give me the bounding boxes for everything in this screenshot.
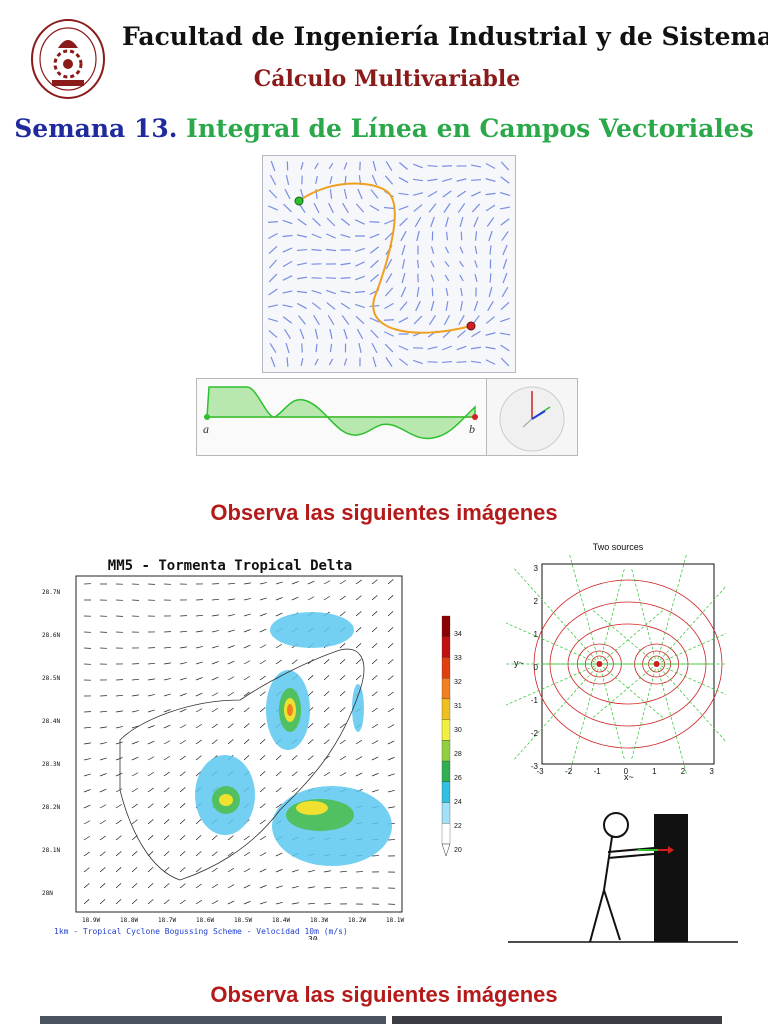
section-heading-2: Observa las siguientes imágenes: [210, 982, 558, 1007]
storm-lat-label: 28.7N: [42, 589, 60, 596]
storm-lon-label: 18.2W: [348, 917, 366, 924]
storm-lon-label: 18.1W: [386, 917, 404, 924]
two-sources-xtick: -2: [565, 767, 573, 776]
storm-lon-label: 18.7W: [158, 917, 176, 924]
two-sources-plot: Two sources y~ x~ -3-3 -2 -2 -1 -1 0 0 1 1 2 2 3 3: [506, 542, 726, 780]
two-sources-xtick: 3: [709, 767, 714, 776]
colorbar-tick: 34: [454, 631, 462, 638]
two-sources-ytick: 3: [534, 564, 539, 573]
storm-lon-label: 18.8W: [120, 917, 138, 924]
colorbar-tick: 28: [454, 751, 462, 758]
integrand-plot: a b: [196, 378, 488, 456]
two-sources-xtick: 1: [652, 767, 657, 776]
storm-lon-label: 18.9W: [82, 917, 100, 924]
bottom-photo-right: [392, 1016, 722, 1024]
section-heading-1: Observa las siguientes imágenes: [210, 500, 558, 525]
storm-lon-label: 18.6W: [196, 917, 214, 924]
storm-colorbar: 34 33 32 31 30 28 26 24 22 20: [441, 615, 462, 857]
colorbar-tick: 31: [454, 703, 462, 710]
two-sources-ytick: -1: [531, 696, 539, 705]
storm-lat-label: 28.3N: [42, 761, 60, 768]
storm-lat-label: 28N: [42, 890, 53, 897]
storm-lon-label: 18.5W: [234, 917, 252, 924]
week-topic: Integral de Línea en Campos Vectoriales: [186, 114, 754, 143]
bottom-photo-left: [40, 1016, 386, 1024]
two-sources-title: Two sources: [593, 542, 644, 552]
point-a-label: a: [203, 422, 209, 436]
two-sources-xlabel: x~: [624, 772, 634, 780]
two-sources-xtick: 2: [681, 767, 686, 776]
point-b-label: b: [469, 422, 475, 436]
colorbar-tick: 24: [454, 799, 462, 806]
two-sources-xtick: 0: [624, 767, 629, 776]
storm-lon-labels: 18.9W 18.8W 18.7W 18.6W 18.5W 18.4W 18.3W 18.2W…: [82, 917, 404, 924]
university-seal-logo: [31, 19, 105, 99]
storm-lat-labels: 28.7N 28.6N 28.5N 28.4N 28.3N 28.2N 28.1N 28N: [42, 589, 60, 897]
storm-footer: 1km - Tropical Cyclone Bogussing Scheme …: [54, 927, 348, 936]
storm-lon-label: 18.3W: [310, 917, 328, 924]
line-integral-curve: [298, 182, 472, 334]
two-sources-ytick: 2: [534, 597, 539, 606]
two-sources-xtick: -3: [536, 767, 544, 776]
storm-footer-scale: 30: [308, 935, 318, 940]
faculty-title: Facultad de Ingeniería Industrial y de S…: [122, 22, 768, 51]
storm-lat-label: 28.2N: [42, 804, 60, 811]
colorbar-tick: 33: [454, 655, 462, 662]
colorbar-tick: 20: [454, 847, 462, 854]
course-title: Cálculo Multivariable: [253, 66, 521, 92]
two-sources-xtick: -1: [594, 767, 602, 776]
colorbar-tick: 30: [454, 727, 462, 734]
direction-dial: [486, 378, 578, 456]
storm-title: MM5 - Tormenta Tropical Delta: [108, 558, 352, 574]
storm-lat-label: 28.5N: [42, 675, 60, 682]
two-sources-ytick: -3: [531, 762, 539, 771]
curve-end-point: [466, 321, 476, 331]
two-sources-ylabel: y~: [514, 658, 524, 668]
storm-lat-label: 28.1N: [42, 847, 60, 854]
curve-start-point: [294, 196, 304, 206]
two-sources-ticks: -3-3 -2 -2 -1 -1 0 0 1 1 2 2 3 3: [531, 564, 714, 776]
colorbar-tick: 26: [454, 775, 462, 782]
storm-wind-map: MM5 - Tormenta Tropical Delta 28.7N 28.6N…: [42, 558, 404, 940]
storm-lon-label: 18.4W: [272, 917, 290, 924]
week-title: Semana 13. Integral de Línea en Campos V…: [0, 114, 768, 143]
two-sources-ytick: 0: [534, 663, 539, 672]
two-sources-ytick: 1: [534, 630, 539, 639]
vector-field-figure: [262, 155, 516, 373]
colorbar-tick: 22: [454, 823, 462, 830]
storm-lat-label: 28.4N: [42, 718, 60, 725]
integrand-area: [206, 386, 476, 440]
colorbar-tick: 32: [454, 679, 462, 686]
two-sources-ytick: -2: [531, 729, 539, 738]
person-pushing-box-illustration: [508, 812, 738, 943]
week-label: Semana 13.: [14, 114, 178, 143]
storm-lat-label: 28.6N: [42, 632, 60, 639]
